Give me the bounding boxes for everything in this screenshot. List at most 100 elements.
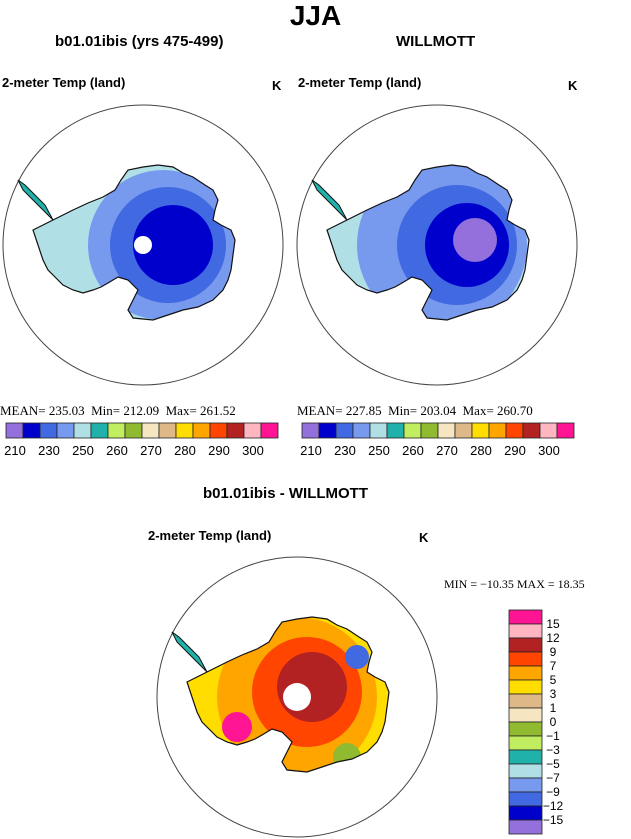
colorbar-swatch — [90, 422, 109, 439]
colorbar-tick-label: 280 — [470, 443, 492, 458]
panel1-title: b01.01ibis (yrs 475-499) — [55, 33, 224, 50]
panel2-variable-label: 2-meter Temp (land) — [298, 75, 422, 90]
panel1-mean-label: MEAN= — [0, 403, 46, 418]
panel1-mean: 235.03 — [48, 403, 85, 418]
panel3-units: K — [419, 530, 429, 545]
colorbar-swatch — [243, 422, 262, 439]
colorbar-swatch — [39, 422, 58, 439]
colorbar-swatch — [22, 422, 41, 439]
colorbar-swatch — [73, 422, 92, 439]
panel1-units: K — [272, 78, 282, 93]
colorbar-tick-label: 250 — [368, 443, 390, 458]
colorbar-tick-label: −12 — [543, 799, 564, 813]
colorbar-swatch — [403, 422, 422, 439]
colorbar-swatch — [508, 777, 543, 793]
panel2-mean: 227.85 — [345, 403, 382, 418]
coastline — [326, 164, 530, 321]
map-color-region — [345, 645, 369, 669]
colorbar-swatch — [209, 422, 228, 439]
colorbar-swatch — [508, 763, 543, 779]
colorbar-tick-label: 260 — [402, 443, 424, 458]
colorbar-tick-label: −3 — [546, 743, 560, 757]
colorbar-swatch — [508, 693, 543, 709]
colorbar-tick-label: 230 — [334, 443, 356, 458]
panel1-colorbar: 210 230 250 260 270 280 290 300 — [4, 422, 279, 458]
panel1-map — [2, 104, 284, 386]
colorbar-swatch — [556, 422, 575, 439]
colorbar-swatch — [508, 721, 543, 737]
colorbar-swatch — [488, 422, 507, 439]
panel1-max: 261.52 — [200, 403, 236, 418]
colorbar-swatch — [508, 805, 543, 821]
coastline — [32, 164, 236, 321]
colorbar-swatch — [175, 422, 194, 439]
colorbar-tick-label: 290 — [504, 443, 526, 458]
panel1-variable-label: 2-meter Temp (land) — [2, 75, 126, 90]
colorbar-tick-label: 290 — [208, 443, 230, 458]
map-color-region — [222, 712, 252, 742]
peninsula — [17, 179, 54, 221]
colorbar-tick-label: −1 — [546, 729, 560, 743]
colorbar-tick-label: 250 — [72, 443, 94, 458]
colorbar-swatch — [335, 422, 354, 439]
colorbar-tick-label: 260 — [106, 443, 128, 458]
peninsula — [311, 179, 348, 221]
colorbar-swatch — [56, 422, 75, 439]
colorbar-tick-label: 0 — [550, 715, 557, 729]
colorbar-tick-label: 300 — [538, 443, 560, 458]
colorbar-swatch — [505, 422, 524, 439]
colorbar-swatch — [107, 422, 126, 439]
colorbar-tick-label: 270 — [140, 443, 162, 458]
colorbar-swatch — [124, 422, 143, 439]
colorbar-swatch — [508, 623, 543, 639]
colorbar-tick-label: 270 — [436, 443, 458, 458]
colorbar-tick-label: 5 — [550, 673, 557, 687]
colorbar-swatch — [508, 749, 543, 765]
panel3-stats: MIN = −10.35 MAX = 18.35 — [444, 577, 585, 591]
panel3-map — [156, 556, 438, 838]
colorbar-swatch — [471, 422, 490, 439]
colorbar-swatch — [539, 422, 558, 439]
panel1-max-label: Max= — [165, 403, 197, 418]
panel2-max-label: Max= — [462, 403, 494, 418]
colorbar-swatch — [158, 422, 177, 439]
peninsula — [171, 631, 208, 673]
colorbar-tick-label: −9 — [546, 785, 560, 799]
colorbar-tick-label: 3 — [550, 687, 557, 701]
colorbar-tick-label: 15 — [546, 617, 560, 631]
panel2-title: WILLMOTT — [396, 33, 476, 50]
panel3-variable-label: 2-meter Temp (land) — [148, 528, 272, 543]
map-color-region — [283, 683, 311, 711]
colorbar-swatch — [301, 422, 320, 439]
colorbar-tick-label: 230 — [38, 443, 60, 458]
colorbar-tick-label: 210 — [300, 443, 322, 458]
colorbar-tick-label: −7 — [546, 771, 560, 785]
colorbar-tick-label: −15 — [543, 813, 564, 827]
colorbar-swatch — [522, 422, 541, 439]
colorbar-swatch — [508, 707, 543, 723]
colorbar-tick-label: 9 — [550, 645, 557, 659]
colorbar-swatch — [192, 422, 211, 439]
panel1-min-label: Min= — [91, 403, 121, 418]
colorbar-swatch — [369, 422, 388, 439]
panel2-colorbar: 210 230 250 260 270 280 290 300 — [300, 422, 575, 458]
colorbar-swatch — [226, 422, 245, 439]
colorbar-swatch — [454, 422, 473, 439]
panel3-title: b01.01ibis - WILLMOTT — [203, 485, 369, 502]
colorbar-tick-label: −5 — [546, 757, 560, 771]
colorbar-swatch — [5, 422, 24, 439]
colorbar-swatch — [141, 422, 160, 439]
colorbar-tick-label: 1 — [550, 701, 557, 715]
map-color-region — [453, 218, 497, 262]
colorbar-swatch — [260, 422, 279, 439]
panel2-stats: MEAN= 227.85 Min= 203.04 Max= 260.70 — [297, 403, 533, 419]
colorbar-swatch — [386, 422, 405, 439]
panel1-min: 212.09 — [123, 403, 160, 418]
colorbar-swatch — [508, 609, 543, 625]
panel2-map — [296, 104, 578, 386]
panel2-min: 203.04 — [420, 403, 457, 418]
colorbar-tick-label: 7 — [550, 659, 557, 673]
figure-title: JJA — [289, 0, 342, 31]
